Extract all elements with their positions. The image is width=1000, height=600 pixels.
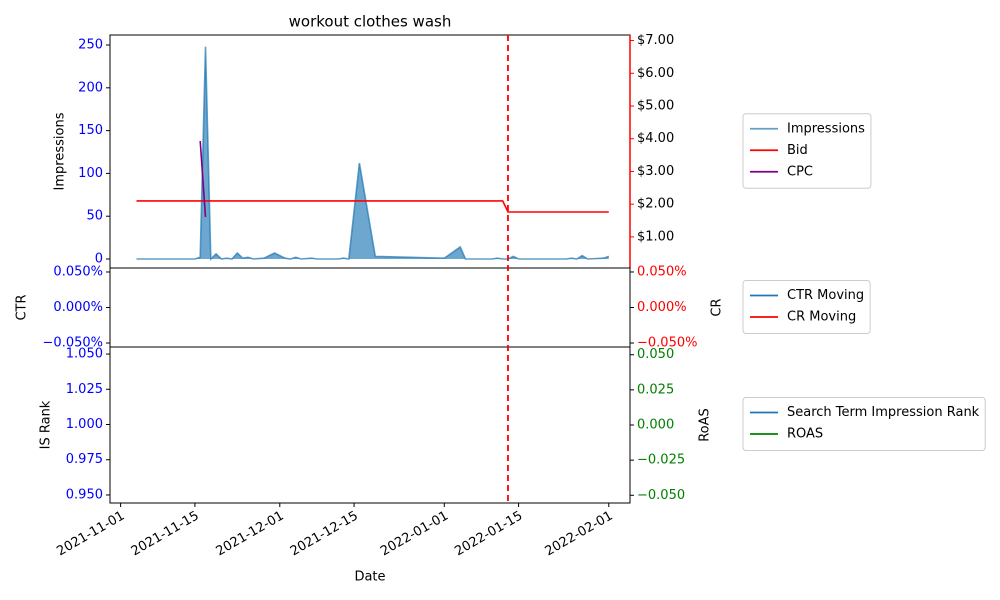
legend-label: Search Term Impression Rank [787,405,980,420]
y2-tick-label: $5.00 [637,99,674,114]
y-tick-label: −0.050% [43,336,103,351]
x-tick-label: 2021-12-01 [214,509,287,560]
y-tick-label: 0 [95,252,103,267]
y-tick-label: 1.025 [66,382,103,397]
line [136,46,610,261]
y-tick-label: 0.050% [53,264,103,279]
line [136,200,609,213]
legend-label: Bid [787,143,808,158]
y-tick-label: 1.050 [66,347,103,362]
y-tick-label: 0.975 [66,452,103,467]
y2-tick-label: $4.00 [637,131,674,146]
area [136,46,609,260]
x-tick-label: 2021-11-01 [54,509,127,560]
legend-label: CR Moving [787,310,856,325]
x-tick-label: 2021-12-15 [288,509,361,560]
y-tick-label: 150 [78,123,103,138]
x-tick-label: 2022-01-01 [378,509,451,560]
legend-label: Impressions [787,121,865,136]
y2-tick-label: $6.00 [637,66,674,81]
y2-tick-label: $1.00 [637,229,674,244]
y2-tick-label: 0.050% [637,264,687,279]
plot-frame [109,267,631,348]
x-tick-label: 2022-01-15 [452,509,525,560]
y-tick-label: 50 [86,209,103,224]
y-tick-label: 0.000% [53,300,103,315]
legend-label: CTR Moving [787,288,864,303]
y2-tick-label: 0.025 [637,382,674,397]
y-tick-label: 0.950 [66,487,103,502]
y2-axis-label: CR [710,298,725,316]
x-tick-label: 2021-11-15 [129,509,202,560]
y-axis-label: IS Rank [39,400,54,449]
chart-title: workout clothes wash [289,13,452,31]
y2-tick-label: 0.050 [637,347,674,362]
y-axis-label: CTR [15,294,30,320]
y-tick-label: 250 [78,38,103,53]
plot-frame [109,346,631,504]
x-tick-label: 2022-02-01 [543,509,616,560]
legend-box [742,113,872,189]
y2-tick-label: $2.00 [637,197,674,212]
y2-tick-label: 0.000 [637,418,674,433]
legend-box [742,280,871,334]
y2-tick-label: 0.000% [637,300,687,315]
legend-label: CPC [787,164,813,179]
y2-tick-label: −0.050 [637,488,685,503]
y2-tick-label: −0.025 [637,453,685,468]
x-axis-label: Date [354,570,385,585]
y-tick-label: 1.000 [66,417,103,432]
legend-box [742,397,986,451]
y-tick-label: 100 [78,166,103,181]
legend-label: ROAS [787,427,823,442]
y2-tick-label: −0.050% [637,336,697,351]
y2-axis-label: RoAS [698,408,713,442]
line [199,140,207,217]
y2-tick-label: $3.00 [637,164,674,179]
y2-tick-label: $7.00 [637,33,674,48]
y-tick-label: 200 [78,80,103,95]
y-axis-label: Impressions [53,112,68,190]
